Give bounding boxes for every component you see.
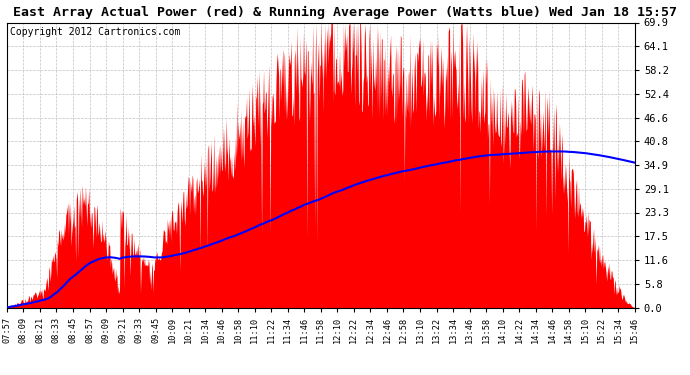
Text: East Array Actual Power (red) & Running Average Power (Watts blue) Wed Jan 18 15: East Array Actual Power (red) & Running … bbox=[13, 6, 677, 19]
Text: Copyright 2012 Cartronics.com: Copyright 2012 Cartronics.com bbox=[10, 27, 180, 37]
